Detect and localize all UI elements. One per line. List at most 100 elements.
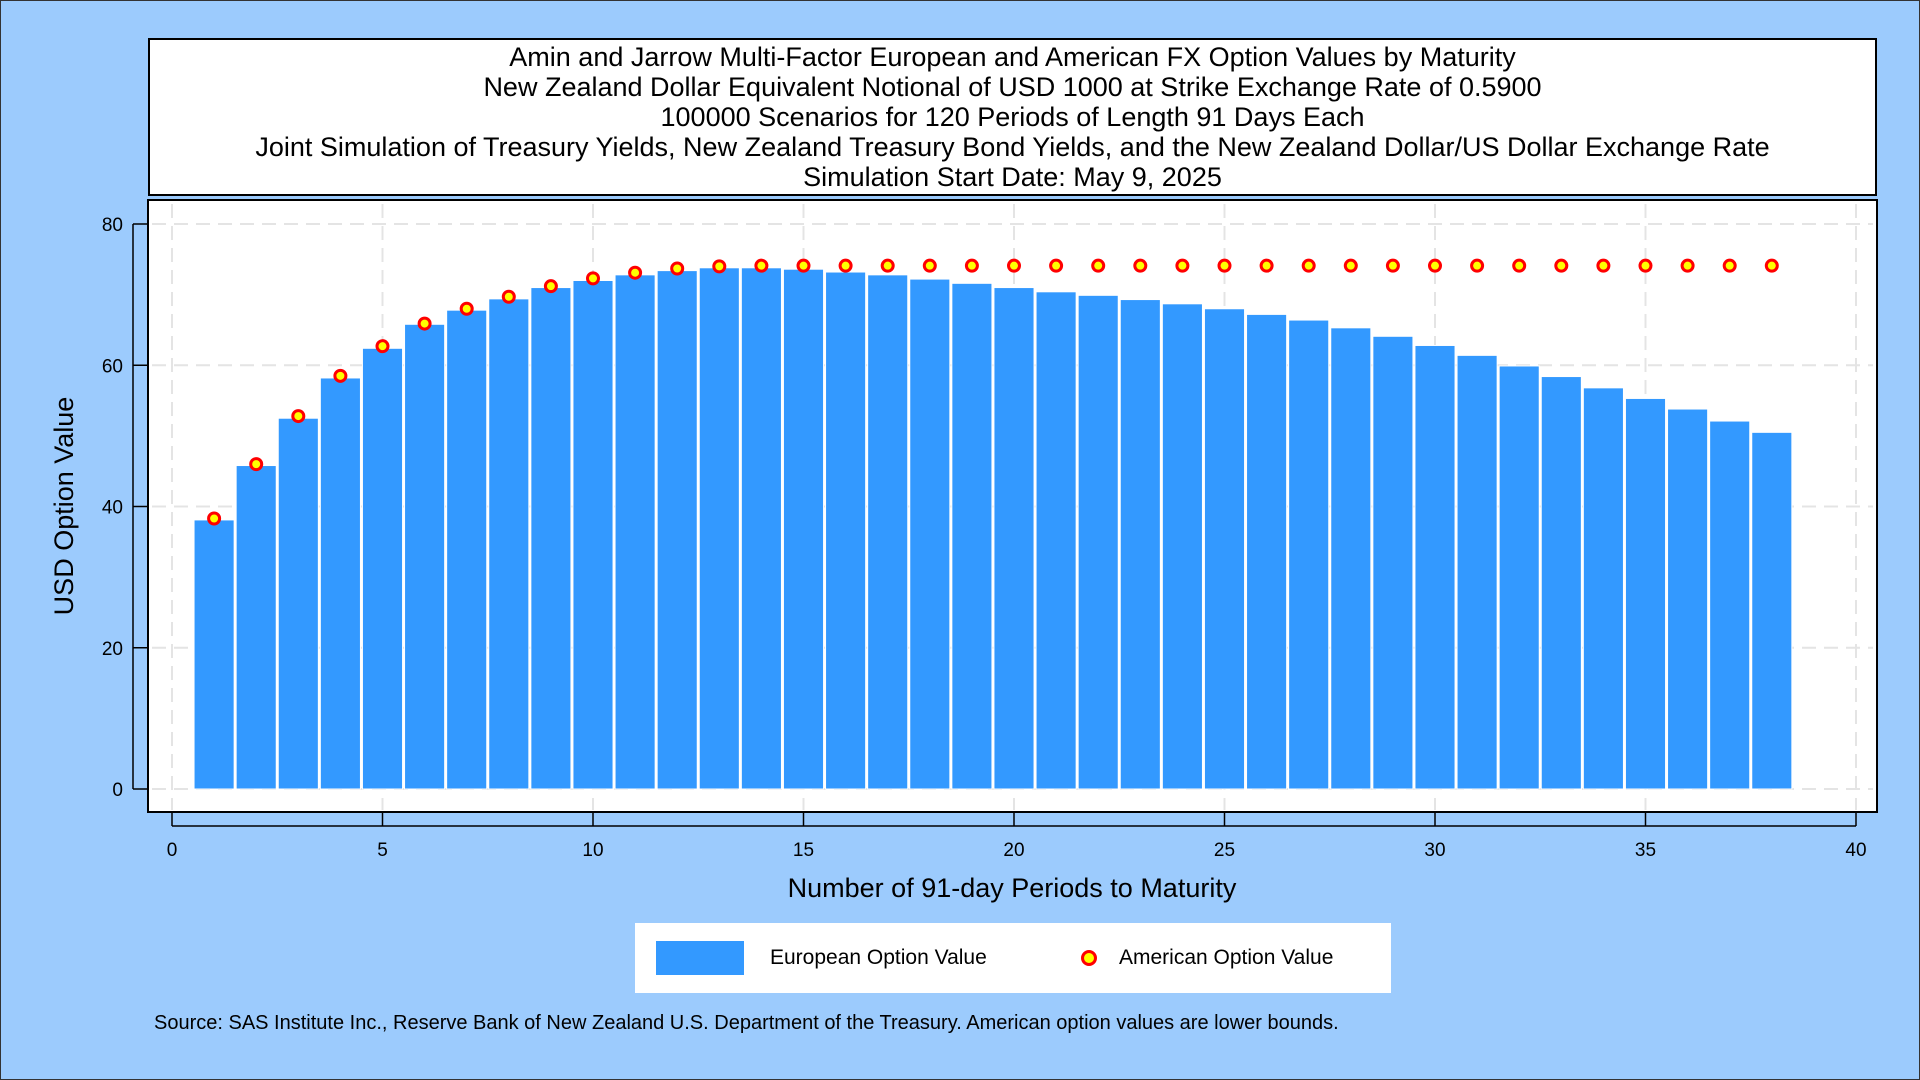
marker-american [1175,258,1190,273]
bar-european [572,280,614,790]
bar-european [1203,308,1246,790]
x-tick-label: 0 [167,840,178,861]
bar-european [446,309,488,790]
bar-european [1624,397,1667,790]
axes: 0 5 10 15 20 25 30 35 40 0 20 40 60 80 [102,215,1867,861]
x-tick-label: 30 [1424,840,1445,861]
chart-title-line-3: 100000 Scenarios for 120 Periods of Leng… [660,102,1365,132]
x-tick-label: 5 [377,840,388,861]
bar-european [782,268,825,790]
marker-american [375,339,390,354]
bar-european [193,519,235,790]
bar-european [614,274,656,790]
marker-american [1428,258,1442,273]
marker-american [1596,258,1611,273]
marker-american [838,258,853,273]
bar-european [1161,303,1203,790]
bar-series [193,267,1793,790]
bar-european [951,282,993,790]
chart-title-line-1: Amin and Jarrow Multi-Factor European an… [509,42,1516,72]
legend-swatch-american [1081,950,1097,966]
bar-european [867,274,909,790]
bar-european [993,287,1035,790]
marker-american [586,271,600,286]
x-tick-label: 40 [1845,840,1866,861]
marker-american [543,279,558,294]
marker-american [628,265,643,280]
legend: European Option Value American Option Va… [635,923,1391,993]
bar-european [404,323,446,790]
bar-european [235,465,277,790]
marker-american [291,409,306,424]
bar-european [1751,431,1793,790]
marker-american [1217,258,1232,273]
bar-european [825,271,867,790]
bar-european [1498,365,1540,790]
bar-european [1667,408,1709,790]
bar-european [1288,319,1330,790]
marker-american [1764,258,1779,273]
marker-american [417,316,432,331]
bar-european [1540,376,1582,790]
marker-american [1680,258,1695,273]
marker-american [1638,258,1653,273]
bar-european [1035,291,1077,790]
bar-european [1330,327,1372,790]
x-axis-label: Number of 91-day Periods to Maturity [788,873,1237,903]
bar-european [530,287,572,790]
bar-european [319,377,361,790]
legend-swatch-european [656,941,744,975]
bar-european [1372,335,1414,790]
bar-european [1709,420,1751,790]
bar-european [1582,387,1624,790]
marker-american [501,289,516,304]
marker-american [1091,258,1106,273]
marker-american [712,259,727,274]
x-tick-label: 25 [1214,840,1235,861]
marker-american [1722,258,1737,273]
marker-american [207,511,222,526]
marker-american [249,457,264,472]
y-tick-label: 40 [102,498,123,519]
y-tick-label: 0 [112,780,123,801]
y-tick-label: 60 [102,356,123,377]
y-tick-label: 80 [102,215,123,236]
bar-european [698,267,740,790]
marker-series [207,258,1779,526]
marker-american [670,261,685,276]
bar-european [361,347,404,790]
marker-american [1007,258,1021,273]
marker-american [754,258,769,273]
marker-american [1512,258,1527,273]
bar-european [1119,299,1161,790]
chart-title-line-5: Simulation Start Date: May 9, 2025 [803,162,1222,192]
bar-european [488,298,530,790]
chart-title-line-2: New Zealand Dollar Equivalent Notional o… [483,72,1542,102]
y-axis-label: USD Option Value [49,397,79,616]
bar-european [1414,344,1456,790]
marker-american [922,258,937,273]
x-tick-label: 10 [582,840,603,861]
legend-label-european: European Option Value [770,946,987,969]
bar-european [909,278,951,790]
marker-american [1343,258,1358,273]
bar-european [1246,313,1288,790]
y-tick-label: 20 [102,639,123,660]
bar-european [1077,294,1119,790]
marker-american [459,301,474,316]
x-tick-label: 35 [1635,840,1656,861]
marker-american [796,258,811,273]
bar-european [1456,354,1498,790]
marker-american [1385,258,1400,273]
x-tick-label: 15 [793,840,814,861]
marker-american [1049,258,1064,273]
marker-american [1301,258,1316,273]
marker-american [1470,258,1485,273]
marker-american [1554,258,1569,273]
legend-label-american: American Option Value [1119,946,1334,969]
chart-title-box: Amin and Jarrow Multi-Factor European an… [148,38,1877,196]
bar-european [277,417,319,790]
marker-american [1259,258,1274,273]
chart-title-line-4: Joint Simulation of Treasury Yields, New… [255,132,1770,162]
